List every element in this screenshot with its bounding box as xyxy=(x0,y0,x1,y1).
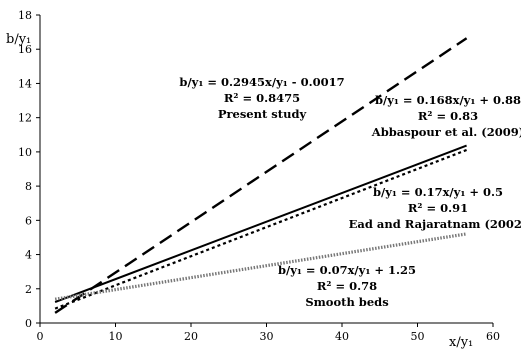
x-tick-label: 20 xyxy=(184,330,198,343)
smooth-beds-annotation-line-3: Smooth beds xyxy=(305,295,388,309)
present-study-annotation-line-3: Present study xyxy=(218,107,307,121)
x-tick-label: 40 xyxy=(335,330,349,343)
abbaspour-annotation-line-1: b/y₁ = 0.168x/y₁ + 0.88 xyxy=(375,93,521,107)
x-tick-label: 0 xyxy=(37,330,44,343)
x-axis-label: x/y₁ xyxy=(449,335,473,350)
y-tick-label: 18 xyxy=(18,9,32,22)
y-axis-label: b/y₁ xyxy=(6,32,31,47)
present-study-line xyxy=(54,37,468,314)
y-tick-label: 6 xyxy=(25,214,32,227)
ead-rajaratnam-annotation-line-1: b/y₁ = 0.17x/y₁ + 0.5 xyxy=(373,185,503,199)
y-tick-label: 16 xyxy=(18,43,32,56)
ead-rajaratnam-annotation-line-2: R² = 0.91 xyxy=(408,201,468,215)
ead-rajaratnam-line xyxy=(54,148,467,310)
abbaspour-line xyxy=(54,144,467,304)
y-tick-label: 4 xyxy=(25,249,32,262)
ead-rajaratnam-annotation-line-3: Ead and Rajaratnam (2002) xyxy=(349,217,521,231)
y-tick-label: 8 xyxy=(25,180,32,193)
y-tick-label: 12 xyxy=(18,112,32,125)
abbaspour-annotation-line-3: Abbaspour et al. (2009) xyxy=(371,125,521,139)
chart-series xyxy=(54,37,468,314)
y-tick-label: 14 xyxy=(18,77,32,90)
smooth-beds-annotation-line-2: R² = 0.78 xyxy=(317,279,377,293)
x-tick-label: 60 xyxy=(486,330,500,343)
chart-annotations: b/y₁ = 0.2945x/y₁ - 0.0017 R² = 0.8475 Pre… xyxy=(179,75,521,309)
x-tick-label: 50 xyxy=(411,330,425,343)
x-tick-label: 30 xyxy=(260,330,274,343)
smooth-beds-line xyxy=(54,232,467,301)
smooth-beds-annotation-line-1: b/y₁ = 0.07x/y₁ + 1.25 xyxy=(278,263,416,277)
present-study-annotation-line-2: R² = 0.8475 xyxy=(224,91,300,105)
x-tick-label: 10 xyxy=(109,330,123,343)
abbaspour-annotation-line-2: R² = 0.83 xyxy=(418,109,478,123)
y-tick-label: 2 xyxy=(25,283,32,296)
present-study-annotation-line-1: b/y₁ = 0.2945x/y₁ - 0.0017 xyxy=(179,75,344,89)
y-tick-label: 0 xyxy=(25,317,32,330)
y-tick-label: 10 xyxy=(18,146,32,159)
chart-axes: 0 10 20 30 40 50 60 0 2 4 6 8 10 12 14 16 18 xyxy=(18,9,500,343)
